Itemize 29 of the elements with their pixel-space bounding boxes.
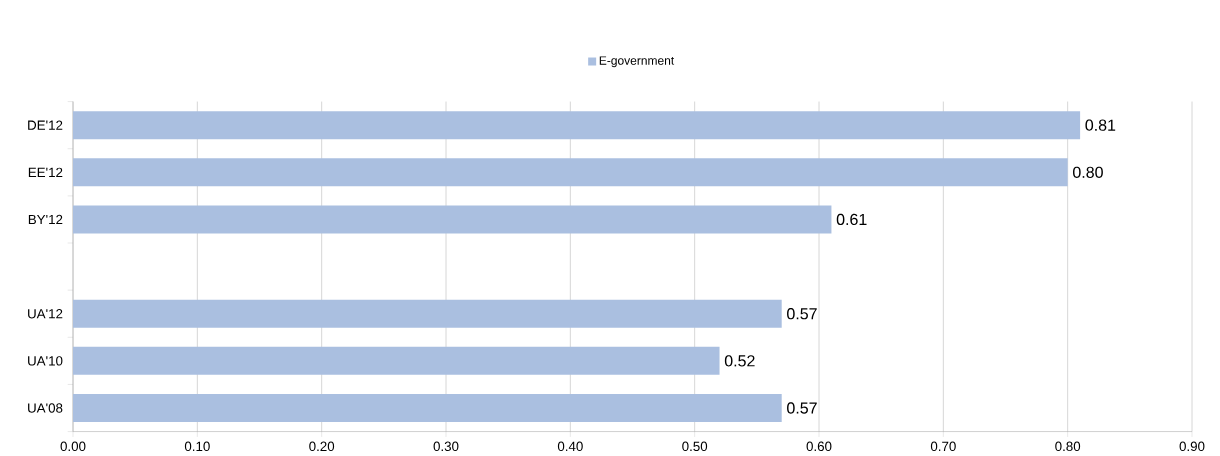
y-tick-label: DE'12 [28, 120, 63, 131]
x-tick-label: 0.30 [433, 441, 459, 452]
bar [73, 394, 782, 423]
x-tick-label: 0.50 [682, 441, 708, 452]
y-tick-label: EE'12 [28, 167, 63, 178]
data-label: 0.81 [1085, 119, 1116, 132]
bar [73, 347, 720, 376]
bar [73, 299, 782, 328]
data-label: 0.52 [724, 355, 755, 367]
data-label: 0.61 [836, 214, 867, 226]
x-tick-label: 0.90 [1179, 441, 1205, 452]
data-label: 0.57 [787, 308, 817, 320]
x-tick-label: 0.40 [557, 441, 583, 452]
x-tick-label: 0.00 [60, 441, 86, 452]
y-tick-label: BY'12 [28, 215, 63, 225]
x-tick-label: 0.80 [1055, 441, 1081, 452]
bar [73, 205, 832, 234]
bar [73, 111, 1081, 140]
y-tick-label: UA'10 [28, 356, 63, 366]
x-tick-label: 0.60 [806, 441, 832, 452]
data-label: 0.80 [1073, 166, 1103, 179]
x-tick-label: 0.20 [309, 441, 335, 452]
bar [73, 158, 1068, 187]
data-label: 0.57 [787, 402, 817, 414]
x-tick-label: 0.10 [184, 441, 210, 452]
x-tick-label: 0.70 [930, 441, 956, 452]
y-tick-label: UA'12 [28, 309, 63, 319]
y-tick-label: UA'08 [28, 403, 63, 413]
legend-label: E-government [599, 56, 675, 68]
